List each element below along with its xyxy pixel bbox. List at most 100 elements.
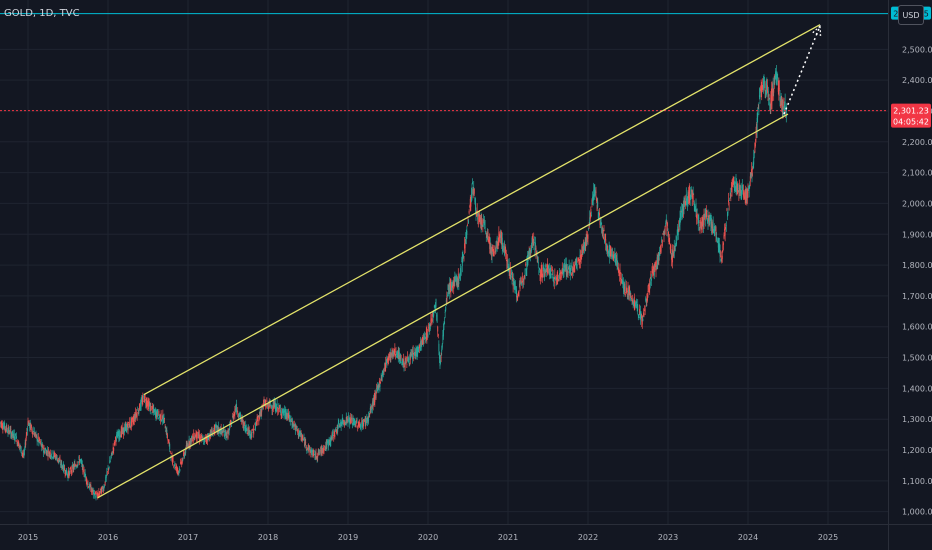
candle-body-982: [560, 272, 562, 274]
candle-body-1058: [604, 238, 606, 243]
candle-body-498: [284, 409, 286, 413]
candle-body-769: [438, 352, 440, 359]
candle-body-321: [182, 453, 184, 454]
candle-body-338: [192, 438, 194, 439]
candle-body-600: [342, 421, 344, 425]
candle-body-697: [397, 350, 399, 360]
candle-body-437: [249, 432, 251, 437]
candle-body-181: [102, 489, 104, 492]
candle-body-539: [307, 447, 309, 449]
candle-body-473: [269, 401, 271, 406]
candle-body-845: [482, 218, 484, 227]
candle-body-484: [276, 407, 278, 411]
candle-body-1231: [702, 218, 704, 227]
candle-body-793: [452, 281, 454, 286]
candle-body-756: [431, 320, 433, 321]
candle-body-795: [453, 278, 455, 282]
candle-body-306: [174, 463, 176, 466]
candle-body-337: [192, 435, 194, 438]
channel-lower-line[interactable]: [97, 113, 789, 499]
price-axis[interactable]: 1,000.00 1,100.00 1,200.00 1,300.00 1,400.00…: [902, 45, 932, 516]
candle-body-1155: [659, 253, 661, 254]
candle-body-553: [315, 452, 317, 459]
time-axis[interactable]: 2015 2016 2017 2018 2019 2020 2021 2022 2023 2024…: [18, 533, 838, 542]
candle-body-1287: [734, 187, 736, 189]
candle-body-817: [466, 230, 468, 235]
candle-body-1273: [726, 211, 728, 217]
candle-body-527: [300, 434, 302, 441]
candle-body-379: [216, 424, 218, 428]
candle-body-1126: [642, 313, 644, 315]
candle-body-905: [516, 296, 518, 298]
candle-body-1101: [628, 292, 630, 296]
candle-body-562: [320, 447, 322, 455]
candle-body-960: [548, 265, 550, 269]
candle-body-1334: [761, 85, 763, 90]
candle-body-1308: [746, 190, 748, 198]
candle-body-68: [38, 440, 40, 443]
candle-body-1014: [578, 258, 580, 265]
candle-body-780: [445, 306, 447, 311]
candle-body-831: [474, 197, 476, 203]
candle-body-1034: [590, 208, 592, 213]
channel-upper-line[interactable]: [143, 24, 821, 396]
candle-body-1361: [777, 77, 779, 82]
candle-body-598: [341, 422, 343, 425]
candle-body-464: [264, 402, 266, 404]
candle-body-789: [450, 284, 452, 292]
candle-body-617: [352, 422, 354, 426]
candle-body-331: [188, 439, 190, 446]
candle-body-1173: [669, 246, 671, 250]
candle-body-1216: [694, 205, 696, 210]
candle-body-492: [280, 413, 282, 416]
candle-body-349: [198, 434, 200, 441]
candle-body-375: [213, 425, 215, 433]
plot-area[interactable]: [0, 13, 888, 501]
candle-body-161: [91, 487, 93, 492]
candle-body-423: [241, 417, 243, 421]
candle-body-154: [87, 483, 89, 485]
candle-body-744: [424, 335, 426, 338]
candle-body-668: [381, 378, 383, 381]
candle-body-354: [201, 437, 203, 440]
candle-body-760: [433, 306, 435, 308]
projection-arrow[interactable]: [783, 25, 821, 115]
candle-body-1326: [757, 113, 759, 118]
candle-body-733: [418, 348, 420, 351]
candle-body-155: [88, 486, 90, 488]
candle-body-208: [118, 434, 120, 440]
candle-body-1258: [718, 244, 720, 250]
candle-body-919: [524, 269, 526, 275]
candle-body-904: [516, 289, 518, 298]
candle-body-1100: [628, 289, 630, 294]
candle-body-597: [340, 422, 342, 427]
candle-body-867: [494, 250, 496, 253]
candle-body-221: [125, 425, 127, 432]
candle-body-287: [163, 416, 165, 423]
candle-body-1156: [660, 245, 662, 252]
candle-body-730: [416, 347, 418, 356]
candle-body-1277: [729, 200, 731, 202]
candle-body-573: [326, 440, 328, 443]
candle-body-1089: [621, 278, 623, 283]
currency-button[interactable]: USD: [898, 5, 924, 25]
candle-body-674: [384, 363, 386, 370]
candle-body-267: [152, 406, 154, 410]
candle-body-683: [389, 352, 391, 359]
candle-body-1065: [608, 251, 610, 254]
candle-body-761: [434, 306, 436, 308]
candle-body-513: [292, 422, 294, 425]
candle-body-1266: [722, 242, 724, 246]
candle-body-1300: [742, 190, 744, 193]
candle-body-1174: [670, 245, 672, 249]
last-price-badge: [891, 103, 931, 128]
candle-body-1201: [685, 194, 687, 202]
y-tick-label-4: 1,400.00: [902, 384, 932, 393]
candle-body-325: [185, 447, 187, 454]
candle-body-389: [221, 429, 223, 432]
candle-body-567: [323, 451, 325, 453]
y-tick-label-14: 2,400.00: [902, 76, 932, 85]
candle-body-1316: [751, 173, 753, 176]
candle-body-1185: [676, 235, 678, 241]
